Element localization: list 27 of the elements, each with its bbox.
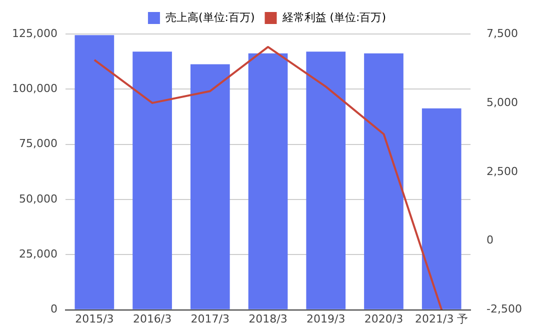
bar (248, 53, 288, 310)
y-tick-label: 50,000 (18, 192, 58, 206)
x-tick-label: 2019/3 (306, 312, 346, 326)
x-tick-label: 2021/3 予 (415, 312, 468, 326)
x-tick-label: 2020/3 (364, 312, 404, 326)
y2-tick-label: 5,000 (486, 96, 518, 109)
y-tick-label: 0 (50, 302, 58, 316)
y-tick-label: 125,000 (12, 26, 58, 40)
bar (364, 53, 404, 310)
x-tick-label: 2017/3 (190, 312, 230, 326)
x-tick-label: 2015/3 (75, 312, 114, 326)
bar (132, 52, 172, 310)
y2-tick-label: 7,500 (486, 26, 518, 40)
y2-tick-label: 0 (486, 234, 494, 247)
legend-label: 売上高(単位:百万) (165, 10, 255, 24)
x-tick-label: 2016/3 (132, 312, 172, 326)
y-tick-label: 75,000 (18, 137, 58, 150)
y-tick-label: 25,000 (18, 248, 58, 260)
y-tick-label: 100,000 (12, 82, 58, 96)
bar (306, 52, 346, 310)
x-tick-label: 2018/3 (248, 312, 288, 326)
bar (190, 64, 230, 310)
y2-tick-label: 2,500 (486, 164, 518, 178)
legend-label: 経常利益 (単位:百万) (281, 10, 386, 24)
bar (422, 108, 462, 310)
bar (74, 35, 114, 310)
y2-tick-label: -2,500 (486, 302, 522, 316)
